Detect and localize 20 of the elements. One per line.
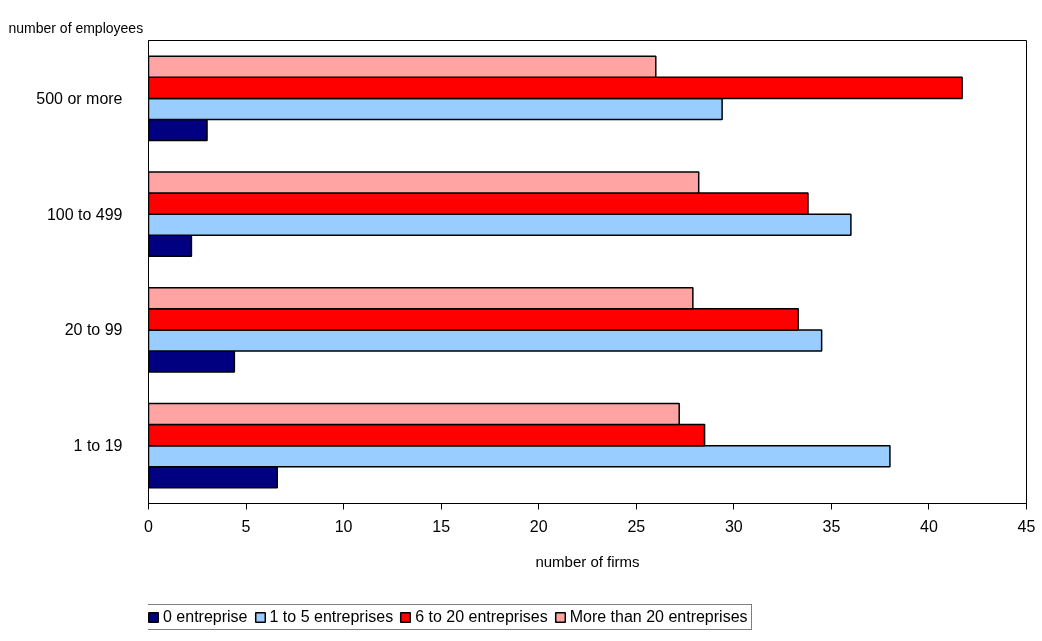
legend-label: 1 to 5 entreprises: [269, 608, 394, 626]
x-tick-label: 15: [432, 517, 451, 535]
x-tick-label: 10: [334, 517, 353, 535]
x-tick-label: 45: [1017, 517, 1036, 535]
y-tick-label: 1 to 19: [73, 437, 123, 455]
x-tick-label: 0: [144, 517, 154, 535]
y-tick-label: 100 to 499: [46, 205, 123, 223]
x-tick-label: 20: [529, 517, 548, 535]
x-tick-label: 40: [920, 517, 938, 535]
legend-label: 0 entreprise: [163, 608, 248, 626]
x-tick-label: 30: [724, 517, 743, 535]
y-tick-label: 20 to 99: [64, 321, 123, 339]
x-axis-title: number of firms: [535, 552, 640, 570]
y-tick-label: 500 or more: [36, 89, 123, 107]
x-tick-label: 25: [627, 517, 646, 535]
legend-label: 6 to 20 entreprises: [415, 608, 548, 626]
y-axis-title: number of employees: [8, 19, 144, 36]
legend-label: More than 20 entreprises: [569, 608, 748, 626]
x-tick-label: 5: [241, 517, 251, 535]
x-tick-label: 35: [822, 517, 841, 535]
